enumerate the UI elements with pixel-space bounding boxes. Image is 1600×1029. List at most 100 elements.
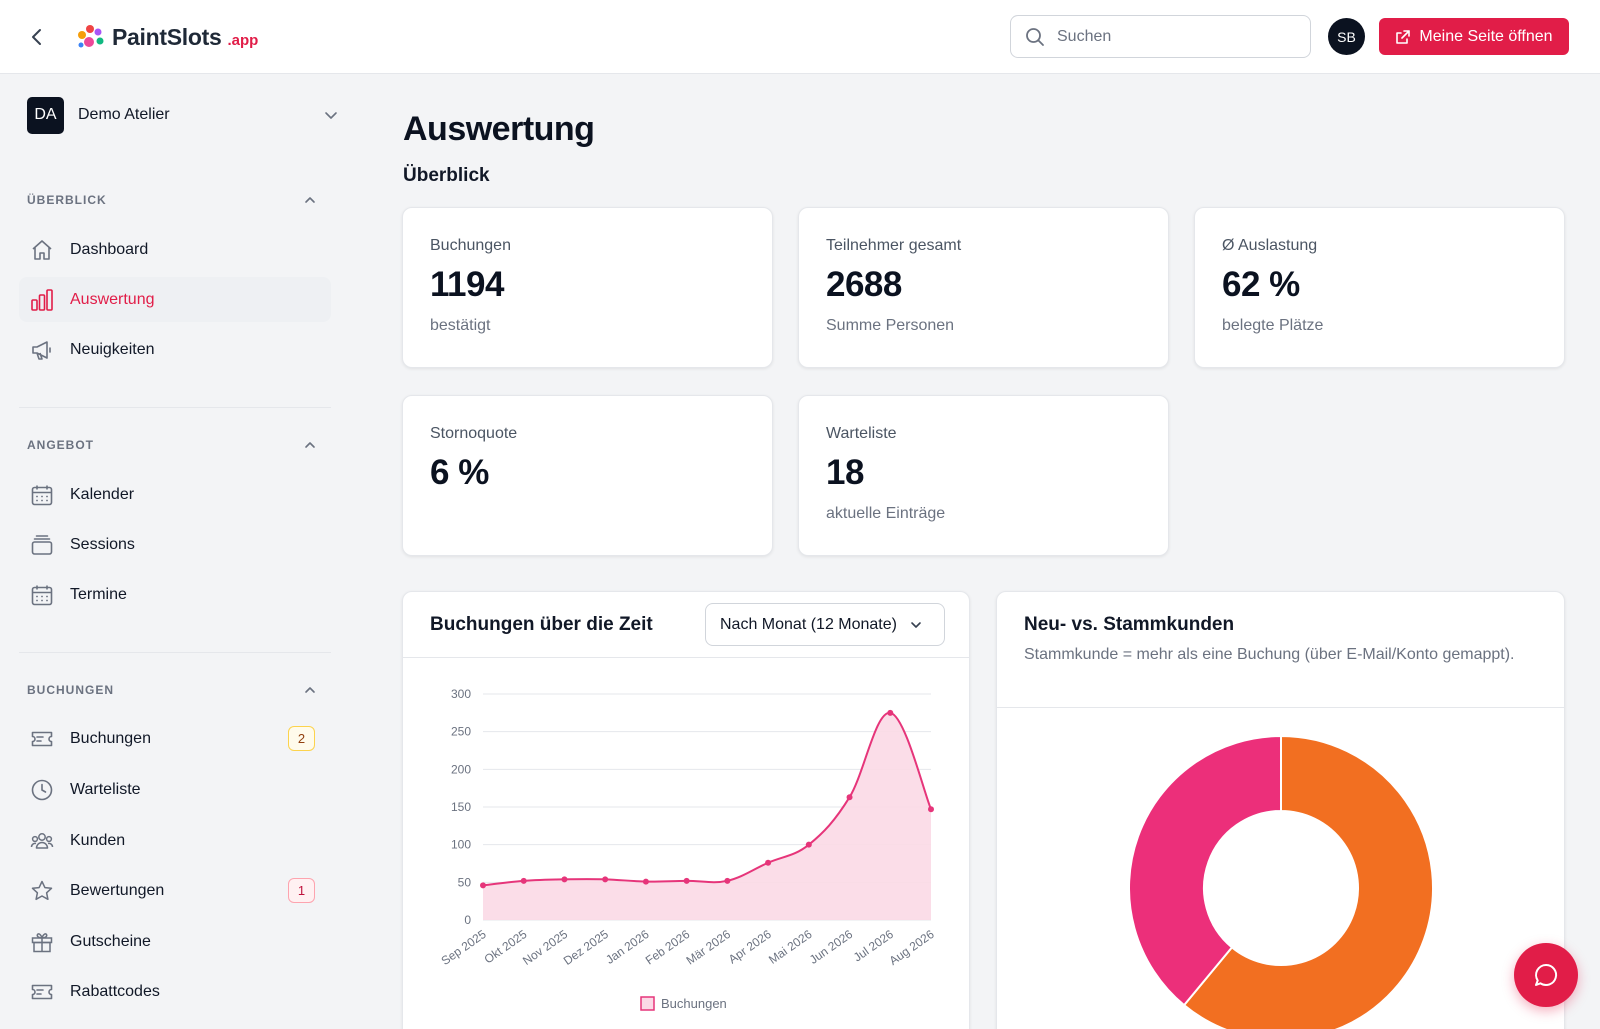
user-avatar[interactable]: SB: [1328, 18, 1365, 55]
period-select[interactable]: Nach Monat (12 Monate): [705, 603, 945, 646]
clock-icon: [29, 777, 55, 803]
back-button[interactable]: [22, 22, 52, 52]
sidebar-item-label: Dashboard: [70, 240, 149, 258]
sidebar-item-rabattcodes[interactable]: Rabattcodes: [19, 969, 331, 1014]
sidebar-item-dashboard[interactable]: Dashboard: [19, 227, 331, 272]
stat-label: Buchungen: [430, 237, 511, 254]
sidebar-item-label: Kunden: [70, 831, 126, 849]
x-tick-label: Feb 2026: [643, 927, 693, 968]
data-point: [887, 709, 894, 716]
stat-note: belegte Plätze: [1222, 317, 1324, 334]
panel-header: Neu- vs. Stammkunden Stammkunde = mehr a…: [997, 592, 1564, 708]
open-my-page-button[interactable]: Meine Seite öffnen: [1379, 18, 1569, 55]
stat-card-waitlist: Warteliste 18 aktuelle Einträge: [798, 395, 1169, 556]
chevron-down-icon: [325, 112, 337, 119]
y-tick-label: 250: [451, 725, 471, 739]
layers-icon: [29, 532, 55, 558]
data-point: [561, 876, 568, 883]
section-header-angebot[interactable]: ANGEBOT: [27, 435, 317, 455]
sidebar-item-buchungen[interactable]: Buchungen 2: [19, 716, 331, 761]
section-header-overview[interactable]: ÜBERBLICK: [27, 190, 317, 210]
sidebar-item-kalender[interactable]: Kalender: [19, 472, 331, 517]
data-point: [480, 882, 486, 889]
customers-donut-chart: [1128, 734, 1434, 1029]
stat-value: 2688: [826, 265, 902, 304]
stat-note: Summe Personen: [826, 317, 955, 334]
sidebar-item-kunden[interactable]: Kunden: [19, 818, 331, 863]
chart-legend: Buchungen: [640, 996, 727, 1011]
bookings-over-time-panel: Buchungen über die Zeit Nach Monat (12 M…: [402, 591, 970, 1029]
sidebar-item-warteliste[interactable]: Warteliste: [19, 767, 331, 812]
sidebar-item-label: Bewertungen: [70, 881, 165, 899]
data-point: [724, 877, 731, 884]
org-switcher[interactable]: DA Demo Atelier: [27, 96, 339, 134]
data-point: [520, 877, 527, 884]
data-point: [683, 877, 690, 884]
gift-icon: [29, 929, 55, 955]
sidebar-item-label: Neuigkeiten: [70, 340, 155, 358]
sidebar-item-sessions[interactable]: Sessions: [19, 522, 331, 567]
donut-slice: [1128, 734, 1282, 1007]
series-area: [483, 712, 931, 920]
stat-card-utilization: Ø Auslastung 62 % belegte Plätze: [1194, 207, 1565, 368]
calendar-icon: [29, 482, 55, 508]
data-point: [805, 841, 812, 848]
section-header-buchungen[interactable]: BUCHUNGEN: [27, 680, 317, 700]
chat-bubble-icon: [1535, 963, 1558, 986]
search-box[interactable]: [1010, 15, 1311, 58]
stat-value: 18: [826, 453, 864, 492]
new-vs-returning-panel: Neu- vs. Stammkunden Stammkunde = mehr a…: [996, 591, 1565, 1029]
section-title: ANGEBOT: [27, 438, 94, 452]
sidebar-item-gutscheine[interactable]: Gutscheine: [19, 919, 331, 964]
chevron-up-icon: [305, 197, 315, 203]
x-tick-label: Aug 2026: [887, 927, 937, 968]
chat-button[interactable]: [1514, 943, 1578, 1007]
sidebar-item-label: Sessions: [70, 535, 135, 553]
y-tick-label: 50: [458, 875, 472, 889]
period-select-value: Nach Monat (12 Monate): [720, 615, 897, 633]
panel-header: Buchungen über die Zeit Nach Monat (12 M…: [403, 592, 969, 658]
x-tick-label: Jun 2026: [807, 927, 856, 967]
sidebar-item-label: Auswertung: [70, 290, 155, 308]
data-point: [765, 859, 772, 866]
y-tick-label: 100: [451, 838, 471, 852]
sidebar-item-neuigkeiten[interactable]: Neuigkeiten: [19, 327, 331, 372]
top-header: PaintSlots .app SB Meine Seite öffnen: [0, 0, 1600, 74]
external-link-icon: [1396, 29, 1411, 44]
panel-description: Stammkunde = mehr als eine Buchung (über…: [1024, 646, 1515, 663]
logo-text: PaintSlots: [112, 23, 222, 50]
x-tick-label: Jan 2026: [603, 927, 652, 967]
sidebar-item-auswertung[interactable]: Auswertung: [19, 277, 331, 322]
star-icon: [29, 878, 55, 904]
data-point: [602, 876, 609, 883]
section-title: ÜBERBLICK: [27, 193, 107, 207]
sidebar: DA Demo Atelier ÜBERBLICK Dashboard Ausw…: [0, 75, 350, 1029]
logo-suffix: .app: [227, 31, 259, 49]
megaphone-icon: [29, 337, 55, 363]
y-tick-label: 300: [451, 687, 471, 701]
stat-value: 6 %: [430, 453, 489, 492]
app-logo[interactable]: PaintSlots .app: [76, 20, 258, 54]
count-badge: 2: [288, 726, 315, 751]
y-tick-label: 200: [451, 762, 471, 776]
x-tick-label: Mai 2026: [766, 927, 815, 967]
sidebar-item-termine[interactable]: Termine: [19, 572, 331, 617]
y-tick-label: 150: [451, 800, 471, 814]
sidebar-item-label: Warteliste: [70, 780, 141, 798]
sidebar-item-bewertungen[interactable]: Bewertungen 1: [19, 868, 331, 913]
stat-note: aktuelle Einträge: [826, 505, 946, 522]
sidebar-divider: [19, 652, 331, 653]
sidebar-item-label: Gutscheine: [70, 932, 151, 950]
ticket-icon: [29, 979, 55, 1005]
org-badge: DA: [27, 96, 64, 134]
data-point: [642, 878, 649, 885]
home-icon: [29, 237, 55, 263]
search-icon: [1026, 27, 1044, 46]
chevron-up-icon: [305, 687, 315, 693]
stat-value: 1194: [430, 265, 504, 304]
stat-card-cancellation-rate: Stornoquote 6 %: [402, 395, 773, 556]
search-input[interactable]: [1057, 27, 1287, 46]
panel-title: Buchungen über die Zeit: [430, 614, 653, 635]
x-tick-label: Nov 2025: [520, 927, 570, 968]
sidebar-item-label: Kalender: [70, 485, 135, 503]
